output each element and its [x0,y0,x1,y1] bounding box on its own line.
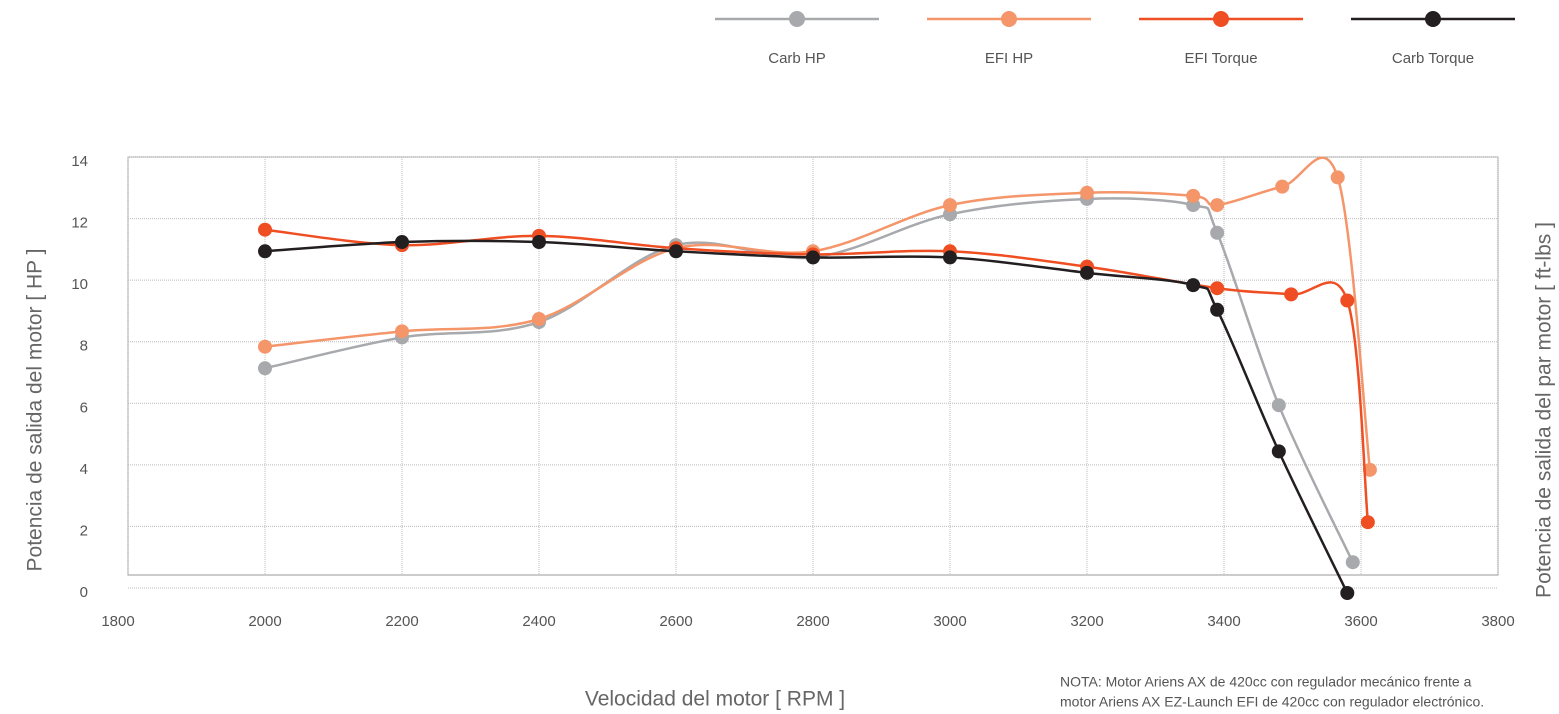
data-point [1345,555,1360,570]
x-axis-title: Velocidad del motor [ RPM ] [585,688,845,711]
note: NOTA: Motor Ariens AX de 420cc con regul… [1060,674,1472,690]
x-tick-label: 2200 [385,613,418,630]
y-tick-label: 14 [71,153,88,170]
data-point [1340,586,1355,600]
data-point [1210,302,1225,317]
legend-label: Carb HP [768,50,826,67]
data-point [258,339,272,354]
data-point [532,312,546,327]
legend-label: Carb Torque [1392,50,1474,67]
data-point [258,244,272,259]
legend-marker [1425,11,1441,27]
x-tick-label: 3000 [933,613,966,630]
x-tick-label: 1800 [101,613,134,630]
x-tick-label: 3400 [1207,613,1240,630]
series-line [264,239,1349,594]
data-point [1080,185,1094,200]
legend-label: EFI HP [985,50,1033,67]
data-point [1275,179,1290,194]
data-point [1186,278,1201,293]
y-tick-label: 10 [71,276,88,293]
y-tick-label: 0 [80,584,88,601]
data-point [258,361,272,376]
data-point [1340,293,1355,308]
data-point [1210,281,1225,296]
legend-label: EFI Torque [1184,50,1257,67]
x-tick-label: 2600 [659,613,692,630]
data-point [1284,287,1299,302]
series-line [264,156,1372,470]
data-point [1271,444,1286,459]
y-tick-label: 4 [80,461,88,478]
data-point [1271,398,1286,413]
data-point [669,244,683,259]
x-tick-label: 2400 [522,613,555,630]
data-point [1360,515,1375,530]
y2-axis-title: Potencia de salida del par motor [ ft-lb… [1533,222,1556,598]
x-tick-label: 2000 [248,613,281,630]
x-tick-label: 3800 [1481,613,1514,630]
data-point [943,198,957,213]
x-tick-label: 3600 [1344,613,1377,630]
data-point [1080,265,1094,280]
note: motor Ariens AX EZ-Launch EFI de 420cc c… [1060,694,1484,710]
data-point [395,324,409,339]
data-point [532,235,546,250]
y-tick-label: 8 [80,338,88,355]
data-point [1362,462,1377,477]
y-tick-label: 2 [80,522,88,539]
series-line [264,228,1370,523]
data-point [1210,225,1225,240]
data-point [943,250,957,265]
data-point [1210,198,1225,213]
data-point [806,250,820,265]
data-point [1330,170,1345,185]
x-tick-label: 2800 [796,613,829,630]
legend-marker [1001,11,1017,27]
legend-marker [789,11,805,27]
data-point [1186,188,1201,203]
y-tick-label: 6 [80,399,88,416]
data-point [258,222,272,237]
y-tick-label: 12 [71,215,88,232]
x-tick-label: 3200 [1070,613,1103,630]
y-axis-title: Potencia de salida del motor [ HP ] [24,249,47,572]
legend-marker [1213,11,1229,27]
data-point [395,235,409,250]
